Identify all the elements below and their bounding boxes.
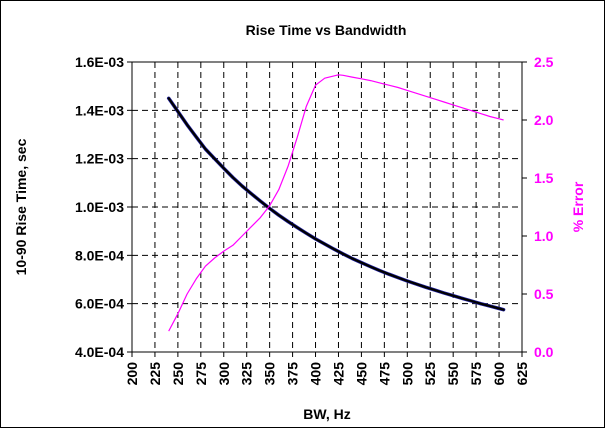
grid xyxy=(132,62,522,352)
series-layer xyxy=(166,74,506,332)
x-tick-label: 250 xyxy=(170,362,186,386)
y-axis-title: 10-90 Rise Time, sec xyxy=(13,138,29,275)
x-tick-label: 575 xyxy=(468,362,484,386)
x-tick-label: 425 xyxy=(330,362,346,386)
x-tick-label: 475 xyxy=(376,362,392,386)
x-tick-label: 300 xyxy=(216,362,232,386)
y-tick-label: 1.6E-03 xyxy=(75,54,124,70)
y-tick-label: 8.0E-04 xyxy=(75,247,124,263)
y-tick-label: 6.0E-04 xyxy=(75,296,124,312)
axes-layer: 200 225 250 275 300 325 350 375 400 425 450 475 500 5… xyxy=(75,54,554,385)
x-tick-label: 225 xyxy=(147,362,163,386)
y2-tick-label: 2.5 xyxy=(534,54,554,70)
y2-tick-label: 1.5 xyxy=(534,170,554,186)
x-tick-label: 450 xyxy=(353,362,369,386)
x-tick-label: 550 xyxy=(445,362,461,386)
x-tick-label: 600 xyxy=(491,362,507,386)
x-tick-label: 325 xyxy=(239,362,255,386)
x-tick-label: 375 xyxy=(285,362,301,386)
y-tick-label: 1.0E-03 xyxy=(75,199,124,215)
x-tick-label: 275 xyxy=(193,362,209,386)
x-tick-label: 200 xyxy=(124,362,140,386)
y2-tick-label: 1.0 xyxy=(534,228,554,244)
x-tick-label: 350 xyxy=(262,362,278,386)
y-tick-label: 1.4E-03 xyxy=(75,102,124,118)
y2-tick-label: 2.0 xyxy=(534,112,554,128)
rise-time-line xyxy=(167,97,505,311)
chart-title: Rise Time vs Bandwidth xyxy=(246,22,407,38)
y2-tick-label: 0.5 xyxy=(534,286,554,302)
y-tick-label: 4.0E-04 xyxy=(75,344,124,360)
x-axis-title: BW, Hz xyxy=(303,406,350,422)
x-tick-label: 500 xyxy=(399,362,415,386)
y2-axis-title: % Error xyxy=(570,181,586,232)
x-tick-label: 400 xyxy=(308,362,324,386)
error-line xyxy=(168,74,504,332)
y2-tick-label: 0.0 xyxy=(534,344,554,360)
y-tick-label: 1.2E-03 xyxy=(75,151,124,167)
x-tick-label: 525 xyxy=(422,362,438,386)
x-tick-label: 625 xyxy=(514,362,530,386)
